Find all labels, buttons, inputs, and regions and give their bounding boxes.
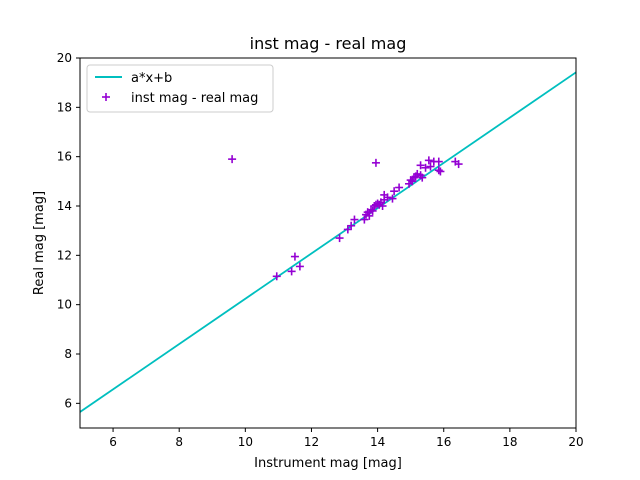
data-point — [416, 161, 425, 170]
data-point — [424, 156, 433, 165]
data-point — [350, 215, 359, 224]
data-point — [378, 202, 387, 210]
data-point — [335, 234, 344, 243]
data-point — [434, 157, 443, 166]
y-tick-label: 8 — [64, 347, 72, 361]
data-point — [388, 194, 397, 203]
data-point — [390, 187, 399, 196]
x-axis-label: Instrument mag [mag] — [254, 456, 402, 471]
data-point — [383, 193, 392, 202]
y-axis: 6 8 10 12 14 16 18 20 — [57, 51, 80, 410]
x-tick-label: 6 — [109, 435, 117, 449]
axes-frame — [79, 57, 577, 429]
y-tick-label: 20 — [57, 51, 72, 65]
legend-box — [86, 64, 274, 113]
data-point — [436, 167, 445, 176]
chart-title: inst mag - real mag — [250, 34, 407, 53]
legend-points-label: inst mag - real mag — [131, 91, 258, 106]
data-point — [290, 252, 299, 261]
data-point — [365, 211, 374, 220]
x-tick-label: 20 — [568, 435, 583, 449]
y-tick-label: 10 — [57, 298, 72, 312]
x-axis: 6 8 10 12 14 16 18 20 — [109, 428, 584, 449]
x-tick-label: 18 — [502, 435, 517, 449]
y-tick-label: 12 — [57, 248, 72, 262]
legend: a*x+b inst mag - real mag — [86, 64, 274, 113]
data-point — [228, 155, 237, 164]
data-point — [434, 166, 443, 175]
data-point — [347, 221, 356, 230]
data-point — [371, 158, 380, 167]
data-point — [395, 183, 404, 192]
data-point — [368, 206, 377, 215]
x-tick-label: 12 — [304, 435, 319, 449]
y-tick-label: 16 — [57, 150, 72, 164]
x-tick-label: 8 — [175, 435, 183, 449]
fit-line — [80, 71, 576, 413]
x-tick-label: 14 — [370, 435, 385, 449]
data-point — [454, 160, 463, 169]
data-point — [426, 162, 435, 171]
x-tick-label: 16 — [436, 435, 451, 449]
y-tick-label: 18 — [57, 100, 72, 114]
data-point — [272, 272, 281, 281]
legend-point-swatch — [102, 93, 110, 101]
y-tick-label: 6 — [64, 396, 72, 410]
y-axis-label: Real mag [mag] — [32, 191, 47, 295]
plot-area — [79, 57, 577, 429]
legend-plus-marker — [102, 93, 110, 101]
x-tick-label: 10 — [238, 435, 253, 449]
data-point — [408, 177, 417, 186]
data-point — [295, 262, 304, 271]
legend-fit-label: a*x+b — [131, 71, 172, 86]
data-point — [418, 173, 427, 182]
y-tick-label: 14 — [57, 199, 72, 213]
data-point — [421, 163, 430, 172]
data-point — [360, 215, 369, 224]
data-point — [287, 267, 296, 276]
